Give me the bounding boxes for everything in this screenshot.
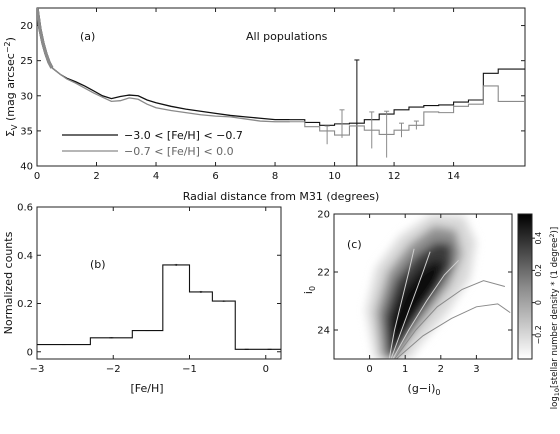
panel-a-x-tick-label: 10 — [328, 171, 341, 182]
panel-b: −3 −2 −1 0 0 0.2 0.4 0.6 (b) [Fe/H] Normalized… — [2, 203, 282, 395]
panel-a-y-tick-label: 40 — [20, 162, 33, 173]
panel-a-x-tick-label: 6 — [212, 171, 218, 182]
panel-a-x-tick-label: 14 — [447, 171, 460, 182]
panel-c: 0 1 2 3 20 22 24 (c) (g−i)0 i0 −0.2 0 0.2 0.4 lo… — [302, 210, 560, 410]
profile-steps-metal-rich — [289, 85, 525, 136]
panel-b-x-tick-label: −2 — [106, 364, 121, 375]
colorbar-tick-label: −0.2 — [534, 325, 543, 344]
panel-c-xlabel: (g−i)0 — [408, 382, 441, 397]
panel-b-x-tick-label: 0 — [263, 364, 269, 375]
panel-b-y-tick-label: 0.4 — [17, 251, 33, 262]
panel-a-frame — [36, 7, 526, 167]
panel-c-ylabel: i0 — [302, 286, 317, 294]
isochrone-line — [390, 251, 431, 359]
isochrone-line — [388, 248, 415, 359]
legend-label-metal-poor: −3.0 < [Fe/H] < −0.7 — [124, 129, 243, 142]
panel-a-y-tick-label: 25 — [20, 56, 33, 67]
panel-c-x-tick-label: 0 — [366, 364, 372, 375]
colorbar-ticks: −0.2 0 0.2 0.4 — [532, 232, 543, 345]
isochrone-line — [394, 280, 506, 359]
panel-a-x-tick-label: 4 — [153, 171, 159, 182]
panel-b-x-tick-label: −3 — [30, 364, 45, 375]
panel-c-density-map — [366, 214, 511, 359]
panel-c-x-ticks: 0 1 2 3 — [366, 214, 480, 375]
profile-steps-metal-poor — [289, 68, 525, 126]
panel-c-label: (c) — [347, 238, 362, 251]
panel-b-y-tick-label: 0.6 — [17, 203, 33, 214]
panel-c-isochrones — [388, 248, 511, 359]
panel-a-x-tick-label: 0 — [34, 171, 40, 182]
profile-inner-metal-rich — [37, 8, 54, 69]
panel-a-plot-area — [37, 8, 525, 166]
panel-b-y-tick-label: 0.2 — [17, 299, 33, 310]
panel-b-y-ticks: 0 0.2 0.4 0.6 — [17, 203, 281, 358]
panel-c-y-tick-label: 20 — [317, 210, 330, 221]
colorbar — [517, 213, 533, 360]
colorbar-tick-label: 0 — [534, 300, 543, 305]
panel-b-xlabel: [Fe/H] — [130, 382, 163, 395]
colorbar-label: log10[stellar number density * (1 degree… — [548, 227, 560, 409]
panel-a-x-tick-label: 2 — [93, 171, 99, 182]
panel-a-ylabel: ΣV (mag arcsec−2) — [3, 37, 19, 137]
panel-a-y-ticks: 20 25 30 35 40 — [20, 21, 525, 173]
panel-c-x-tick-label: 1 — [402, 364, 408, 375]
panel-b-plot-area — [37, 263, 281, 350]
panel-c-frame — [333, 213, 513, 360]
panel-b-y-tick-label: 0 — [27, 347, 33, 358]
panel-b-label: (b) — [90, 258, 106, 271]
colorbar-tick-label: 0.4 — [534, 232, 543, 245]
panel-a-xlabel: Radial distance from M31 (degrees) — [183, 190, 380, 203]
panel-a-y-tick-label: 20 — [20, 21, 33, 32]
panel-c-y-tick-label: 24 — [317, 326, 330, 337]
panel-a-x-tick-label: 8 — [272, 171, 278, 182]
isochrone-line — [392, 260, 459, 359]
panel-a: 0 2 4 6 8 10 12 14 20 25 30 35 40 (a) All populatio… — [3, 7, 526, 203]
panel-b-frame — [36, 206, 282, 360]
panel-c-x-tick-label: 2 — [438, 364, 444, 375]
panel-c-y-ticks: 20 22 24 — [317, 210, 512, 337]
panel-b-x-tick-label: −1 — [182, 364, 197, 375]
panel-c-x-tick-label: 3 — [473, 364, 479, 375]
panel-a-label: (a) — [80, 30, 95, 43]
isochrone-line — [395, 303, 511, 359]
panel-a-y-tick-label: 30 — [20, 91, 33, 102]
panel-a-x-ticks: 0 2 4 6 8 10 12 14 — [34, 8, 460, 182]
panel-a-x-tick-label: 12 — [388, 171, 401, 182]
panel-a-title: All populations — [246, 30, 328, 43]
legend-label-metal-rich: −0.7 < [Fe/H] < 0.0 — [124, 145, 234, 158]
histogram-outline — [37, 264, 281, 350]
panel-a-y-tick-label: 35 — [20, 126, 33, 137]
profile-outer-metal-rich — [51, 67, 290, 123]
colorbar-tick-label: 0.2 — [534, 264, 543, 277]
density-layer-peak — [390, 260, 444, 356]
panel-b-x-ticks: −3 −2 −1 0 — [30, 207, 269, 375]
panel-c-y-tick-label: 22 — [317, 268, 330, 279]
profile-outer-metal-poor — [51, 67, 290, 121]
panel-b-ylabel: Normalized counts — [2, 231, 15, 334]
